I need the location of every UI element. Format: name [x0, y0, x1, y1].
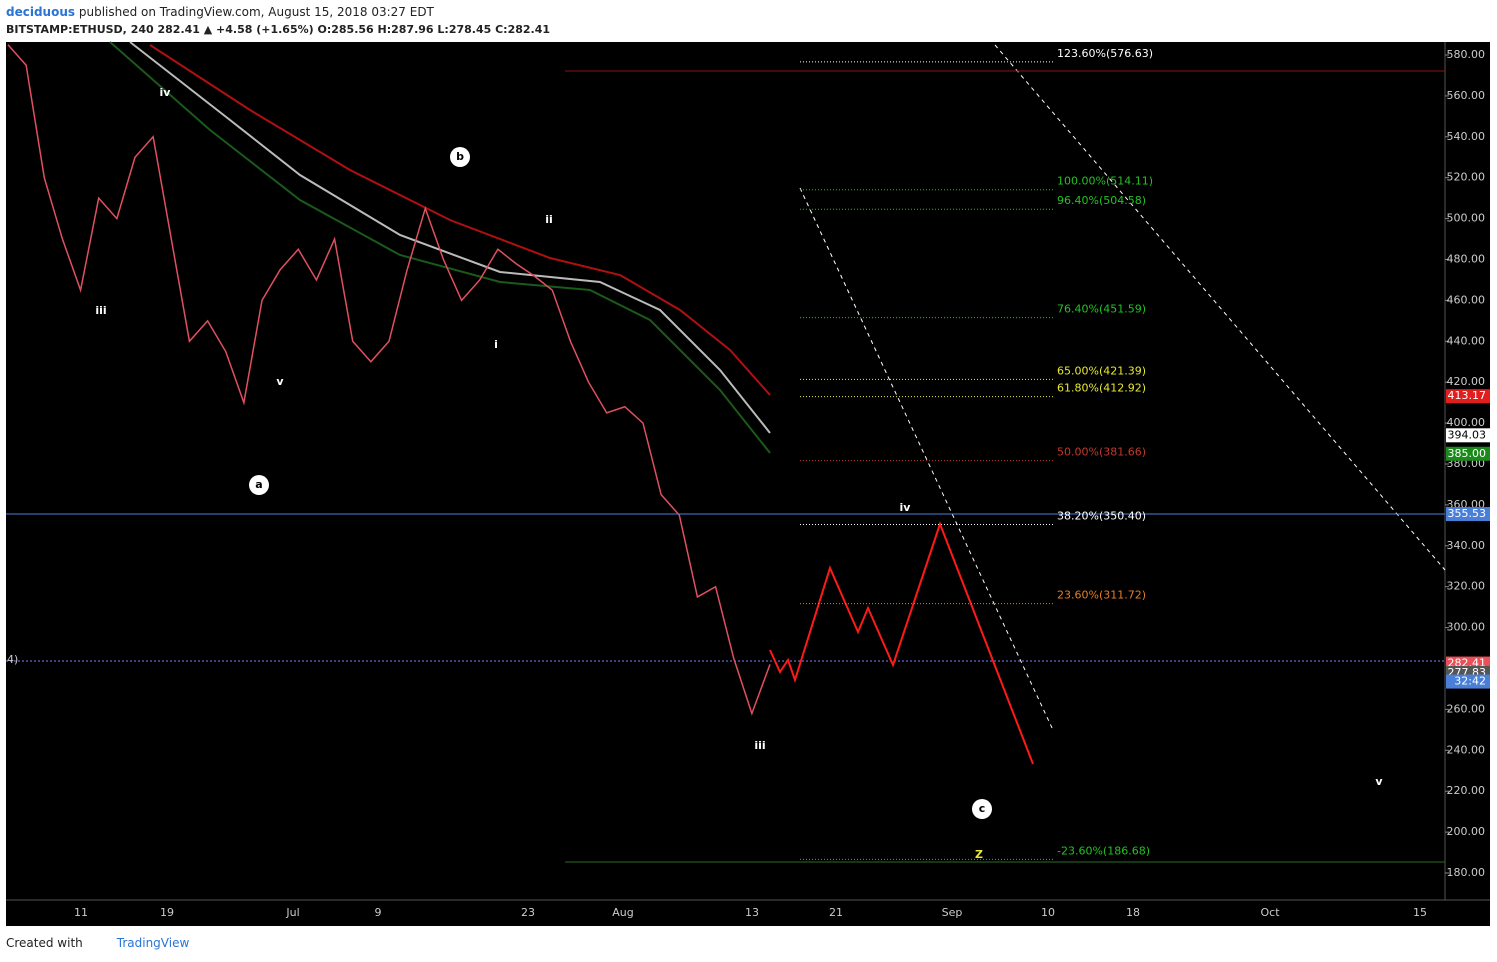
- author[interactable]: deciduous: [6, 5, 76, 19]
- header: deciduous published on TradingView.com, …: [6, 4, 550, 38]
- x-tick-label: 9: [375, 906, 382, 919]
- y-tick-label: 220.00: [1447, 784, 1486, 797]
- x-tick-label: Jul: [285, 906, 299, 919]
- fib-label: 100.00%(514.11): [1057, 175, 1153, 188]
- fib-label: 65.00%(421.39): [1057, 364, 1146, 377]
- y-tick-label: 260.00: [1447, 702, 1486, 715]
- fib-label: 23.60%(311.72): [1057, 589, 1146, 602]
- wave-label: iii: [754, 739, 765, 752]
- ma: [129, 41, 771, 434]
- x-tick-label: 15: [1413, 906, 1427, 919]
- fib-label: 96.40%(504.58): [1057, 194, 1146, 207]
- wave-label: iv: [900, 501, 912, 514]
- x-tick-label: Sep: [942, 906, 963, 919]
- x-tick-label: Aug: [612, 906, 633, 919]
- wave-label: v: [276, 375, 284, 388]
- y-tick-label: 500.00: [1447, 212, 1486, 225]
- y-tick-label: 540.00: [1447, 130, 1486, 143]
- y-tick-label: 320.00: [1447, 580, 1486, 593]
- fib-label: 76.40%(451.59): [1057, 303, 1146, 316]
- y-tick-label: 520.00: [1447, 171, 1486, 184]
- x-tick-label: 23: [521, 906, 535, 919]
- x-tick-label: 18: [1126, 906, 1140, 919]
- circle-label: c: [979, 802, 986, 815]
- price-line: [7, 44, 771, 716]
- wave-label: ii: [545, 213, 553, 226]
- trend-line: [994, 44, 1446, 571]
- price-tag: [1446, 446, 1490, 461]
- x-tick-label: 10: [1041, 906, 1055, 919]
- countdown-tag: [1446, 674, 1490, 689]
- fib-label: 61.80%(412.92): [1057, 382, 1146, 395]
- y-tick-label: 240.00: [1447, 743, 1486, 756]
- quote: BITSTAMP:ETHUSD, 240 282.41 ▲ +4.58 (+1.…: [6, 23, 551, 36]
- wave-circle: [249, 475, 269, 495]
- x-tick-label: 13: [745, 906, 759, 919]
- circle-label: a: [255, 478, 262, 491]
- wave-label: Z: [975, 848, 983, 861]
- wave-label: v: [1375, 775, 1383, 788]
- x-tick-label: 19: [160, 906, 174, 919]
- y-tick-label: 420.00: [1447, 375, 1486, 388]
- trend-line: [799, 187, 1054, 731]
- y-tick-label: 560.00: [1447, 89, 1486, 102]
- brand[interactable]: TradingView: [116, 936, 190, 950]
- price-tag: [1446, 428, 1490, 443]
- projection: [769, 521, 1034, 765]
- ma: [109, 41, 771, 454]
- ma: [149, 44, 771, 396]
- wave-label: i: [494, 338, 498, 351]
- fib-label: 38.20%(350.40): [1057, 510, 1146, 523]
- chart-bg: [6, 42, 1490, 926]
- price-tag-label: 355.53: [1448, 507, 1487, 520]
- y-tick-label: 460.00: [1447, 293, 1486, 306]
- published: published on TradingView.com, August 15,…: [78, 5, 434, 19]
- circle-label: b: [456, 150, 464, 163]
- fib-label: 123.60%(576.63): [1057, 47, 1153, 60]
- price-tag-label: 385.00: [1448, 447, 1487, 460]
- countdown: 32:42: [1454, 675, 1486, 688]
- y-tick-label: 580.00: [1447, 48, 1486, 61]
- wave-label: iv: [160, 86, 172, 99]
- y-tick-label: 340.00: [1447, 539, 1486, 552]
- price-tag: [1446, 389, 1490, 404]
- footer: Created with TradingView: [6, 936, 189, 950]
- y-tick-label: 300.00: [1447, 621, 1486, 634]
- y-tick-label: 180.00: [1447, 866, 1486, 879]
- y-tick-label: 480.00: [1447, 253, 1486, 266]
- wave-circle: [450, 147, 470, 167]
- fib-label: -23.60%(186.68): [1057, 844, 1150, 857]
- price-tag: [1446, 507, 1490, 522]
- price-tag-label: 413.17: [1448, 389, 1487, 402]
- x-tick-label: 21: [829, 906, 843, 919]
- left-label: 4): [7, 653, 18, 666]
- y-tick-label: 200.00: [1447, 825, 1486, 838]
- fib-label: 50.00%(381.66): [1057, 446, 1146, 459]
- x-tick-label: Oct: [1260, 906, 1280, 919]
- created: Created with: [6, 936, 83, 950]
- chart: 580.00 560.00 540.00 520.00 500.00 480.00 460.…: [6, 41, 1490, 926]
- x-tick-label: 11: [74, 906, 88, 919]
- y-tick-label: 440.00: [1447, 334, 1486, 347]
- wave-label: iii: [95, 304, 106, 317]
- price-tag-label: 394.03: [1448, 428, 1487, 441]
- y-tick-label: 400.00: [1447, 416, 1486, 429]
- wave-circle: [972, 799, 992, 819]
